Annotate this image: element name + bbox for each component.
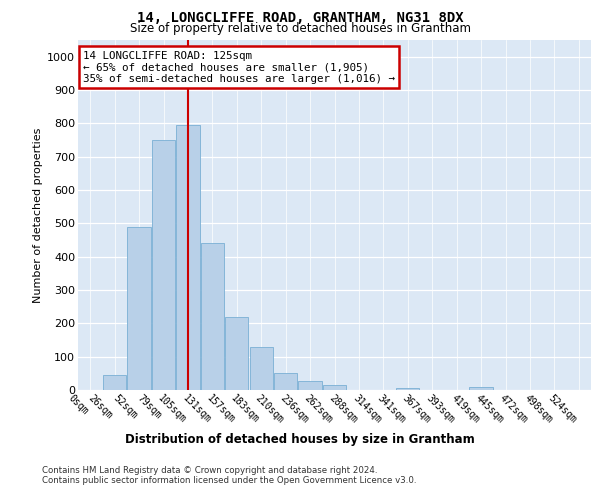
Bar	[250, 346, 273, 390]
Text: Contains public sector information licensed under the Open Government Licence v3: Contains public sector information licen…	[42, 476, 416, 485]
Bar	[396, 388, 419, 390]
Text: Distribution of detached houses by size in Grantham: Distribution of detached houses by size …	[125, 432, 475, 446]
Bar	[176, 125, 200, 390]
Text: 14 LONGCLIFFE ROAD: 125sqm
← 65% of detached houses are smaller (1,905)
35% of s: 14 LONGCLIFFE ROAD: 125sqm ← 65% of deta…	[83, 50, 395, 84]
Bar	[152, 140, 175, 390]
Bar	[469, 388, 493, 390]
Y-axis label: Number of detached properties: Number of detached properties	[33, 128, 43, 302]
Bar	[323, 385, 346, 390]
Bar	[103, 375, 126, 390]
Bar	[274, 372, 297, 390]
Bar	[225, 316, 248, 390]
Bar	[201, 244, 224, 390]
Bar	[127, 226, 151, 390]
Text: Size of property relative to detached houses in Grantham: Size of property relative to detached ho…	[130, 22, 470, 35]
Text: 14, LONGCLIFFE ROAD, GRANTHAM, NG31 8DX: 14, LONGCLIFFE ROAD, GRANTHAM, NG31 8DX	[137, 11, 463, 25]
Bar	[298, 380, 322, 390]
Text: Contains HM Land Registry data © Crown copyright and database right 2024.: Contains HM Land Registry data © Crown c…	[42, 466, 377, 475]
